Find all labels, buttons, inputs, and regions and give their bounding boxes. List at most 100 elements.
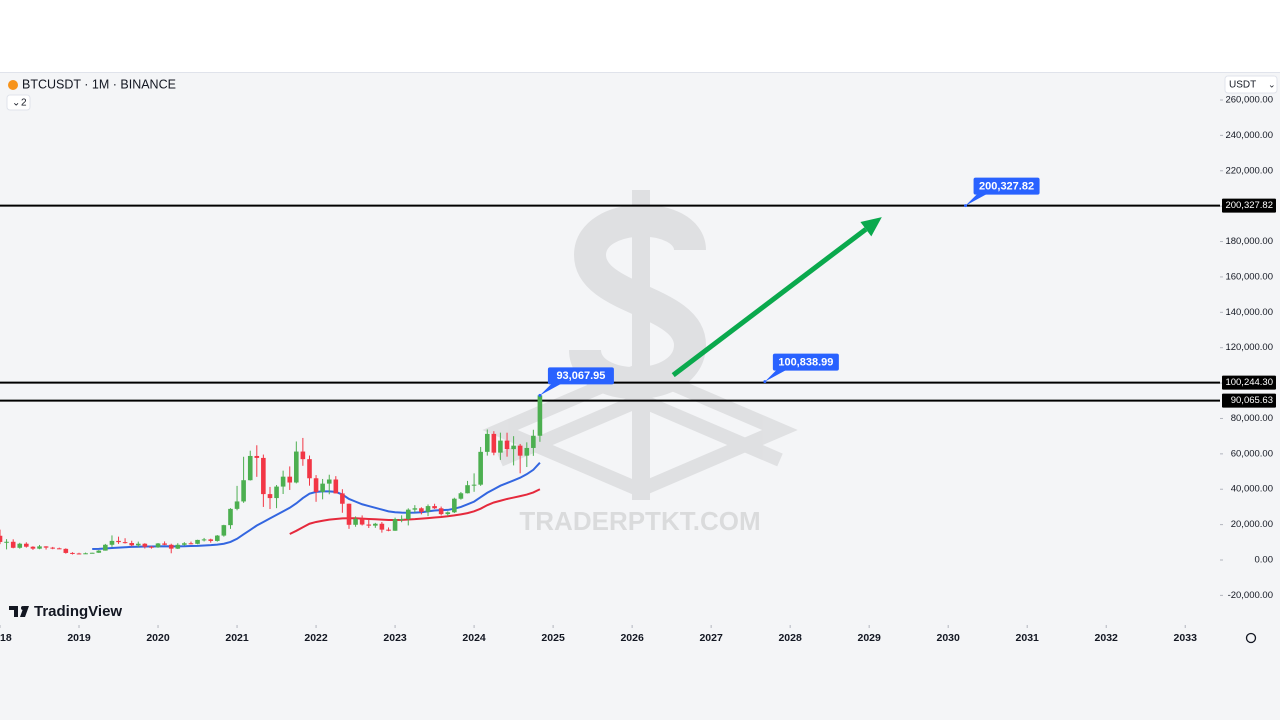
candle-body [537, 395, 543, 436]
candle-body [201, 539, 207, 541]
candle-body [214, 535, 220, 541]
candle-body [504, 440, 510, 450]
callout-anchor [538, 393, 542, 397]
indicator-chevron: ⌄ [12, 98, 20, 109]
y-tick-label: 140,000.00 [1225, 307, 1273, 318]
candle-body [188, 543, 194, 545]
candle-body [432, 506, 437, 509]
indicator-count: 2 [21, 98, 27, 109]
candle-body [221, 525, 227, 536]
top-bar [0, 0, 1280, 72]
candle-body [445, 512, 451, 515]
candle-body [517, 445, 523, 456]
candle-body [392, 519, 398, 531]
candle-body [17, 543, 23, 548]
y-tick-label: 60,000.00 [1231, 448, 1273, 459]
callout-pointer [539, 383, 562, 396]
candle-body [498, 440, 503, 453]
candle-body [313, 478, 319, 492]
x-tick-label: 2031 [1016, 632, 1040, 644]
candle-body [425, 506, 431, 512]
watermark-logo [482, 190, 798, 500]
x-tick-label: 2023 [383, 632, 407, 644]
candle-body [471, 484, 477, 486]
candle-body [307, 459, 312, 479]
indicator-toggle[interactable] [6, 94, 31, 111]
candle-body [320, 483, 325, 492]
candle-body [195, 539, 200, 544]
x-tick-label: 2033 [1174, 632, 1198, 644]
candle-body [399, 519, 404, 521]
level-label: 90,065.63 [1231, 395, 1273, 406]
candle-body [419, 508, 424, 512]
y-tick-label: 220,000.00 [1225, 165, 1273, 176]
candle-body [50, 547, 56, 549]
candle-body [56, 548, 62, 550]
settings-icon[interactable] [1245, 632, 1257, 644]
candle-body [168, 544, 174, 549]
candle-body [63, 548, 69, 553]
candle-body [135, 543, 141, 546]
candle-body [37, 546, 42, 549]
currency-chevron: ⌄ [1268, 79, 1276, 89]
candle-body [373, 523, 378, 526]
candle-body [326, 479, 332, 484]
candle-body [267, 494, 273, 499]
candle-body [261, 457, 266, 495]
callout-label: 200,327.82 [979, 180, 1034, 192]
candle-body [458, 493, 464, 499]
branding: TradingView [34, 603, 122, 620]
x-tick-label: 2032 [1095, 632, 1119, 644]
candle-body [412, 508, 418, 510]
candle-body [10, 541, 16, 548]
candle-body [208, 539, 214, 541]
candle-body [333, 479, 339, 494]
x-tick-label: 2018 [0, 632, 12, 644]
x-tick-label: 2026 [620, 632, 644, 644]
candle-body [511, 445, 516, 450]
candle-body [96, 550, 102, 553]
y-tick-label: 80,000.00 [1231, 413, 1273, 424]
candle-body [491, 433, 497, 453]
x-tick-label: 2022 [304, 632, 328, 644]
callout-anchor [964, 204, 968, 208]
tv-logo [9, 606, 29, 617]
callout-pointer [764, 369, 787, 382]
x-tick-label: 2027 [699, 632, 723, 644]
callout-label: 93,067.95 [556, 370, 605, 382]
y-tick-label: 260,000.00 [1225, 95, 1273, 106]
callout-anchor [763, 380, 767, 384]
candle-body [452, 498, 457, 513]
plot-area: 93,067.95 100,838.99 200,327.82 [0, 177, 1220, 555]
currency-label: USDT [1229, 80, 1256, 91]
axes: -20,000.00 0.00 20,000.00 40,000.00 60,000.0… [0, 95, 1276, 644]
y-tick-label: 160,000.00 [1225, 271, 1273, 282]
candle-body [149, 546, 154, 548]
candle-body [83, 553, 88, 555]
callout-box [973, 177, 1040, 195]
candle-body [103, 544, 108, 551]
callout-pointer [965, 193, 988, 206]
level-tag [1222, 198, 1276, 213]
x-tick-label: 2024 [462, 632, 486, 644]
callout-label: 100,838.99 [778, 357, 833, 369]
x-tick-label: 2030 [937, 632, 961, 644]
y-tick-label: 180,000.00 [1225, 236, 1273, 247]
candle-body [175, 544, 181, 549]
symbol-title: BTCUSDT · 1M · BINANCE [22, 77, 176, 91]
candle-body [386, 529, 391, 531]
y-tick-label: 240,000.00 [1225, 130, 1273, 141]
trend-arrow [671, 227, 868, 378]
level-label: 200,327.82 [1225, 200, 1273, 211]
candle-body [484, 433, 490, 452]
candle-body [294, 451, 299, 483]
trend-arrow-head [860, 217, 882, 237]
x-tick-label: 2028 [778, 632, 802, 644]
candle-body [24, 543, 29, 547]
candle-body [76, 553, 82, 555]
y-tick-label: 120,000.00 [1225, 342, 1273, 353]
level-tag [1222, 375, 1276, 390]
x-tick-label: 2029 [857, 632, 881, 644]
x-tick-label: 2020 [146, 632, 170, 644]
currency-select[interactable] [1224, 75, 1278, 94]
